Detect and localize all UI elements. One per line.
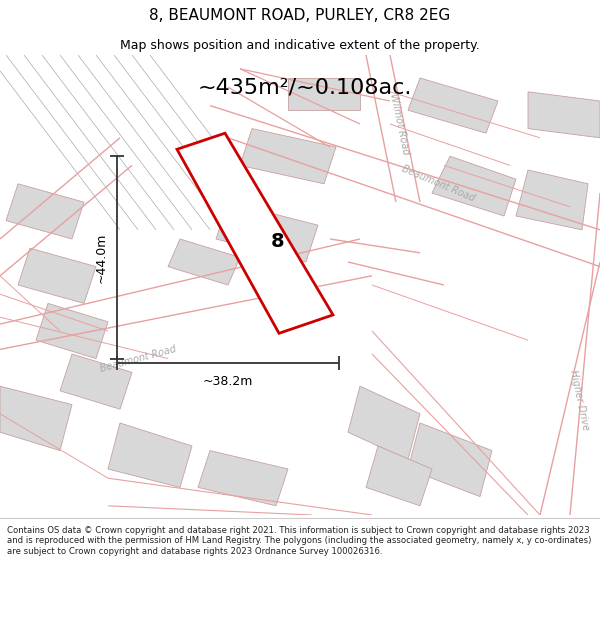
Polygon shape	[528, 92, 600, 138]
Polygon shape	[36, 303, 108, 359]
Text: ~435m²/~0.108ac.: ~435m²/~0.108ac.	[198, 78, 412, 98]
Polygon shape	[288, 78, 360, 110]
Text: Wilmot Road: Wilmot Road	[388, 92, 410, 156]
Polygon shape	[177, 133, 333, 333]
Text: Beaumont Road: Beaumont Road	[400, 164, 476, 204]
Text: Map shows position and indicative extent of the property.: Map shows position and indicative extent…	[120, 39, 480, 51]
Polygon shape	[198, 451, 288, 506]
Text: 8, BEAUMONT ROAD, PURLEY, CR8 2EG: 8, BEAUMONT ROAD, PURLEY, CR8 2EG	[149, 8, 451, 23]
Polygon shape	[18, 248, 96, 303]
Text: ~44.0m: ~44.0m	[95, 232, 108, 282]
Polygon shape	[408, 78, 498, 133]
Polygon shape	[108, 423, 192, 488]
Polygon shape	[0, 386, 72, 451]
Polygon shape	[408, 423, 492, 497]
Text: Beaumont Road: Beaumont Road	[99, 344, 177, 374]
Polygon shape	[348, 386, 420, 460]
Polygon shape	[432, 156, 516, 216]
Text: Contains OS data © Crown copyright and database right 2021. This information is : Contains OS data © Crown copyright and d…	[7, 526, 592, 556]
Polygon shape	[6, 184, 84, 239]
Polygon shape	[168, 239, 240, 285]
Text: ~38.2m: ~38.2m	[203, 375, 253, 388]
Polygon shape	[366, 446, 432, 506]
Polygon shape	[60, 354, 132, 409]
Text: Higher Drive: Higher Drive	[568, 369, 590, 431]
Polygon shape	[240, 129, 336, 184]
Polygon shape	[216, 202, 318, 262]
Polygon shape	[516, 170, 588, 230]
Text: 8: 8	[271, 232, 284, 251]
